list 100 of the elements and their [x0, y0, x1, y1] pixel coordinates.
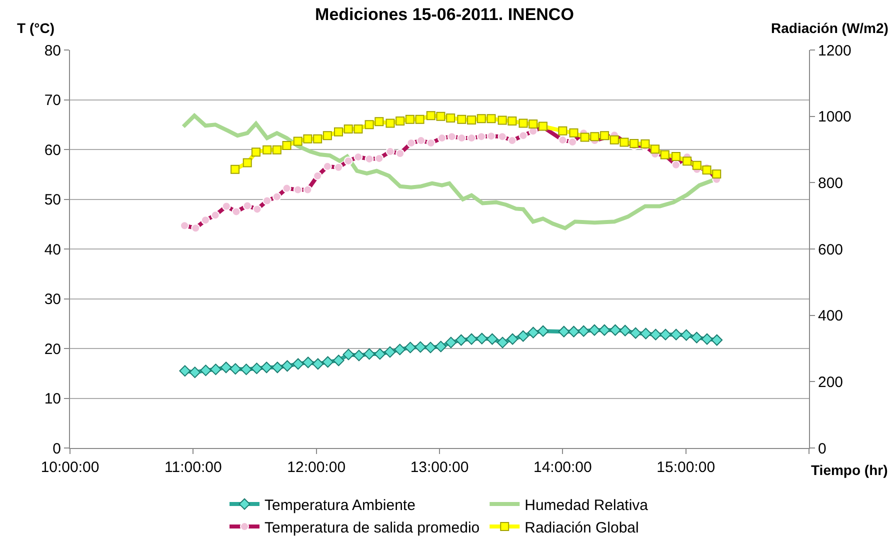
point — [282, 360, 293, 372]
point — [272, 362, 284, 374]
y2-tick-label: 200 — [818, 374, 844, 391]
legend-label: Radiación Global — [524, 519, 639, 536]
point — [262, 145, 272, 154]
point — [405, 114, 414, 124]
point — [590, 132, 600, 142]
y-tick-label: 50 — [44, 192, 61, 208]
point — [230, 164, 240, 174]
point — [303, 134, 312, 144]
point — [282, 141, 292, 150]
point — [394, 344, 406, 356]
point — [476, 114, 486, 124]
point — [322, 356, 334, 368]
x-tick-label: 10:00:00 — [40, 459, 100, 476]
point — [364, 348, 375, 360]
point — [508, 116, 517, 126]
point — [640, 328, 652, 340]
point — [353, 350, 365, 362]
point — [528, 119, 538, 128]
point — [210, 364, 222, 376]
point — [558, 326, 570, 338]
point — [251, 148, 260, 157]
point — [302, 356, 314, 368]
point — [457, 114, 466, 124]
x-tick-label: 14:00:00 — [533, 459, 592, 476]
point — [386, 118, 395, 128]
point — [496, 336, 508, 348]
point — [220, 362, 232, 374]
point — [537, 325, 549, 337]
point — [671, 152, 680, 161]
point — [600, 131, 610, 140]
point — [568, 326, 580, 338]
point — [680, 329, 692, 341]
point — [610, 324, 621, 336]
point — [445, 336, 457, 348]
point — [486, 114, 496, 124]
point — [558, 126, 568, 136]
point — [396, 116, 405, 126]
point — [466, 333, 478, 345]
x-tick-label: 12:00:00 — [287, 459, 346, 476]
point — [251, 362, 262, 374]
y2-tick-label: 1000 — [818, 108, 852, 126]
x-tick-label: 11:00:00 — [164, 459, 222, 476]
point — [404, 342, 416, 354]
point — [630, 327, 642, 339]
y2-tick-label: 400 — [818, 308, 844, 325]
point — [334, 127, 343, 136]
y-tick-label: 40 — [44, 241, 61, 258]
point — [670, 328, 682, 340]
point — [384, 346, 396, 358]
point — [569, 128, 578, 138]
y-tick-label: 60 — [44, 142, 61, 159]
point — [701, 333, 713, 345]
point — [240, 364, 252, 376]
point — [436, 112, 446, 121]
point — [415, 114, 424, 124]
point — [619, 324, 631, 336]
point — [332, 354, 344, 366]
point — [610, 135, 619, 144]
point — [506, 333, 518, 345]
y2-tick-label: 1200 — [818, 42, 852, 60]
point — [711, 334, 723, 346]
point — [486, 333, 498, 345]
point — [660, 328, 672, 340]
point — [682, 156, 692, 166]
y2-tick-label: 0 — [818, 440, 826, 458]
legend-label: Temperatura de salida promedio — [264, 519, 480, 536]
chart-title: Mediciones 15-06-2011. INENCO — [315, 5, 574, 24]
point — [435, 340, 447, 352]
point — [650, 328, 662, 340]
legend-label: Humedad Relativa — [524, 496, 649, 514]
point — [424, 342, 436, 354]
y-axis-title: T (°C) — [17, 20, 54, 36]
point — [690, 332, 702, 344]
point — [189, 366, 201, 378]
point — [578, 325, 590, 337]
point — [260, 362, 272, 374]
point — [414, 341, 426, 353]
point — [179, 365, 191, 377]
point — [692, 160, 702, 170]
point — [374, 348, 386, 360]
point — [242, 158, 252, 168]
y-tick-label: 30 — [44, 291, 61, 308]
point — [467, 115, 476, 124]
y-tick-label: 70 — [44, 92, 61, 109]
x-tick-label: 15:00:00 — [656, 459, 716, 476]
y2-tick-label: 600 — [818, 241, 844, 258]
point — [455, 334, 467, 346]
legend-label: Temperatura Ambiente — [264, 496, 416, 514]
point — [517, 330, 529, 342]
point — [640, 139, 650, 148]
point — [588, 324, 600, 336]
y-tick-label: 20 — [44, 340, 61, 358]
point — [598, 324, 610, 336]
point — [293, 136, 302, 146]
x-axis-title: Tiempo (hr) — [811, 462, 888, 478]
point — [518, 118, 528, 128]
point — [528, 326, 539, 338]
point — [650, 144, 660, 154]
